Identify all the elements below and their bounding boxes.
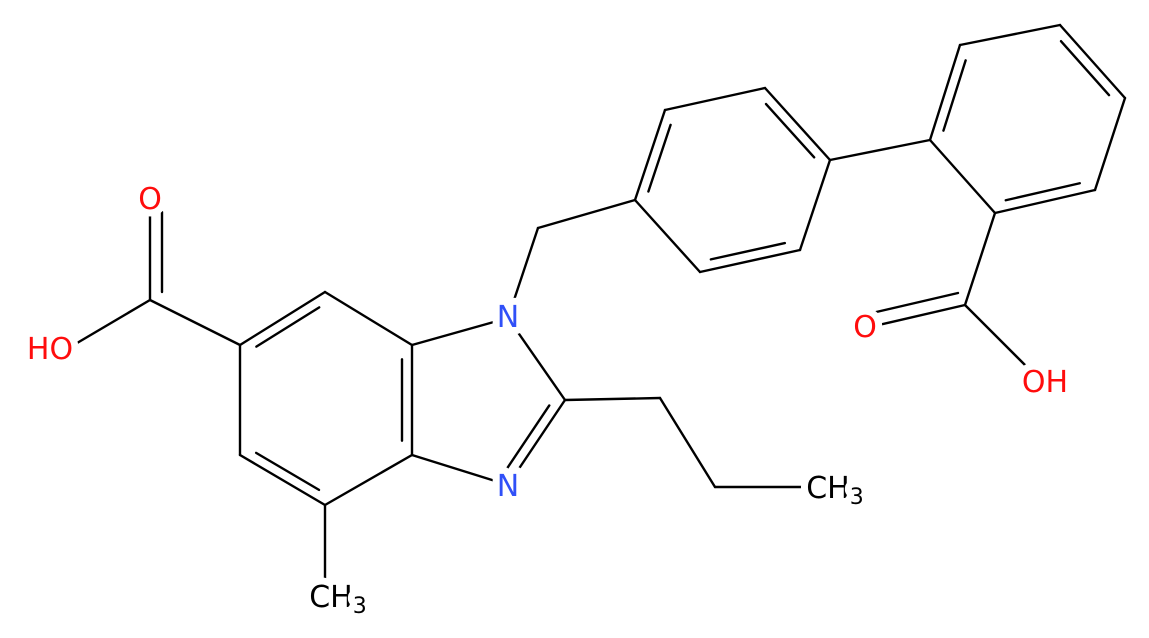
bond (663, 86, 767, 112)
bond (506, 398, 567, 487)
atom-symbol: CH (309, 580, 353, 615)
atom-label: O (138, 182, 162, 217)
atom-symbol: O (853, 310, 877, 345)
bond (506, 226, 540, 320)
bond (255, 306, 321, 348)
atom-label: N (497, 469, 519, 504)
bonds (70, 23, 1127, 582)
bond (763, 86, 832, 162)
bond (1059, 39, 1111, 97)
bond (410, 453, 510, 487)
atom-symbol: CH (806, 471, 850, 506)
bond (647, 123, 672, 193)
atom-symbol: N (497, 469, 519, 504)
bond (506, 316, 567, 402)
bond (323, 453, 414, 507)
atom-symbol: OH (1022, 365, 1068, 400)
atom-subscript: 3 (353, 594, 367, 619)
atom-label: CH3 (806, 471, 864, 511)
bond (238, 290, 327, 347)
atom-symbol: N (497, 300, 519, 335)
bond (958, 23, 1062, 47)
atom-subscript: 3 (850, 485, 864, 510)
bond (658, 396, 717, 489)
atom-label: N (497, 300, 519, 335)
bond (238, 453, 327, 507)
bond (536, 198, 637, 230)
bond (963, 211, 997, 307)
bond (633, 108, 667, 202)
bond (764, 102, 816, 159)
atom-symbol: O (138, 182, 162, 217)
bond (563, 396, 662, 402)
bond (993, 188, 1097, 215)
bond (698, 248, 802, 274)
bond (1058, 23, 1127, 100)
bond (254, 451, 321, 492)
bond (148, 298, 242, 347)
atom-symbol: HO (27, 332, 73, 367)
bond (505, 404, 551, 470)
bond (633, 198, 702, 274)
bond (709, 241, 787, 261)
bond (1004, 182, 1081, 202)
bond (70, 298, 152, 348)
bond (942, 59, 967, 132)
bond (928, 138, 997, 215)
bond (323, 290, 414, 347)
bond (868, 303, 967, 329)
bond (798, 158, 832, 252)
bond (1093, 96, 1127, 192)
bond (828, 138, 932, 162)
atom-label: HO (27, 332, 73, 367)
bond (963, 303, 1032, 372)
bond (870, 291, 960, 315)
atom-label: O (853, 310, 877, 345)
atom-label: OH (1022, 365, 1068, 400)
bond (410, 316, 510, 347)
atom-label: CH3 (309, 580, 367, 620)
bond (928, 43, 962, 142)
